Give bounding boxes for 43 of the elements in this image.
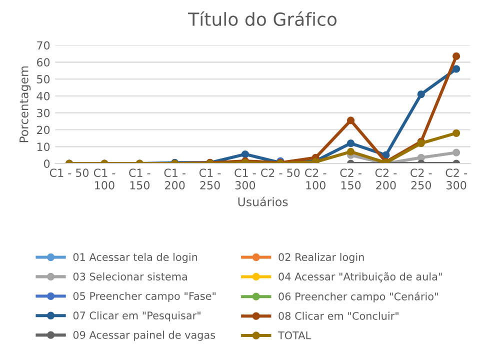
point: [346, 139, 355, 148]
y-tick-label: 50: [37, 75, 50, 84]
y-tick-label: 70: [37, 41, 50, 50]
y-tick-label: 10: [37, 142, 50, 152]
legend-label: 09 Acessar painel de vagas: [73, 330, 216, 341]
chart-title: Título do Gráfico: [188, 11, 337, 26]
legend-label: 02 Realizar login: [278, 252, 364, 264]
point: [452, 148, 460, 156]
legend-label: TOTAL: [278, 331, 311, 340]
legend-label: 03 Selecionar sistema: [73, 272, 187, 280]
x-tick-label: C1 - 300: [234, 168, 256, 190]
legend-label: 04 Acessar "Atribuição de aula": [278, 272, 442, 282]
y-tick-label: 20: [37, 126, 50, 134]
point: [417, 154, 425, 162]
x-tick-label: C1 - 200: [164, 168, 186, 190]
legend-label: 07 Clicar em "Pesquisar": [73, 311, 200, 322]
x-tick-label: C2 - 50: [260, 168, 300, 178]
point: [452, 65, 460, 73]
x-tick-label: C2 - 100: [305, 168, 326, 190]
point: [417, 90, 425, 98]
point: [452, 52, 460, 60]
y-tick-label: 0: [44, 160, 50, 168]
y-tick-label: 30: [37, 108, 50, 118]
legend-label: 01 Acessar tela de login: [73, 252, 198, 264]
x-tick-label: C1 - 250: [199, 168, 221, 190]
legend-label: 06 Preencher campo "Cenário": [278, 292, 438, 302]
y-axis-title: Porcentagem: [20, 66, 31, 142]
legend-label: 05 Preencher campo "Fase": [73, 292, 216, 302]
x-tick-label: C2 - 250: [410, 168, 432, 190]
x-tick-label: C1 - 100: [94, 168, 116, 190]
point: [241, 150, 250, 158]
x-tick-label: C1 - 50: [50, 168, 89, 178]
y-tick-label: 60: [36, 58, 50, 67]
y-tick-label: 40: [36, 92, 50, 100]
x-tick-label: C2 - 200: [375, 168, 397, 190]
x-tick-label: C2 - 300: [446, 168, 467, 190]
legend-label: 08 Clicar em "Concluir": [278, 312, 398, 320]
x-tick-label: C1 - 150: [129, 168, 150, 190]
x-axis-title: Usuários: [238, 196, 288, 206]
point: [346, 116, 355, 124]
x-tick-label: C2 - 150: [340, 168, 362, 190]
point: [452, 129, 460, 137]
point: [346, 148, 355, 156]
